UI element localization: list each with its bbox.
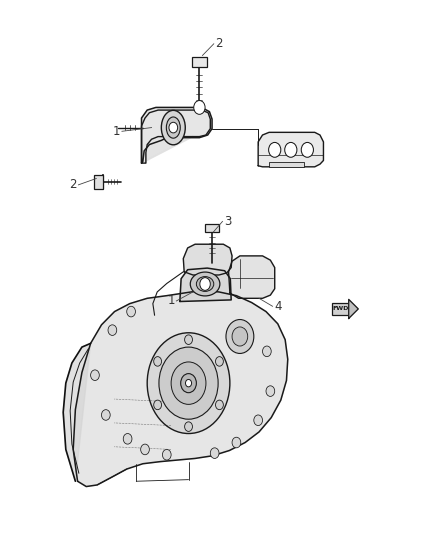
Circle shape bbox=[210, 448, 219, 458]
Ellipse shape bbox=[166, 117, 180, 138]
Polygon shape bbox=[141, 136, 193, 163]
Circle shape bbox=[268, 142, 281, 157]
Circle shape bbox=[147, 333, 230, 433]
Circle shape bbox=[262, 346, 271, 357]
Polygon shape bbox=[184, 244, 232, 275]
Text: 2: 2 bbox=[70, 179, 77, 191]
Polygon shape bbox=[63, 343, 91, 481]
Text: 1: 1 bbox=[113, 125, 120, 138]
Circle shape bbox=[232, 327, 248, 346]
Polygon shape bbox=[349, 300, 358, 318]
Text: 4: 4 bbox=[274, 300, 282, 313]
Polygon shape bbox=[141, 110, 210, 163]
Bar bbox=[191, 57, 207, 67]
Circle shape bbox=[215, 357, 223, 366]
Circle shape bbox=[141, 444, 149, 455]
Bar bbox=[332, 303, 349, 316]
Circle shape bbox=[171, 362, 206, 405]
Circle shape bbox=[123, 433, 132, 444]
Circle shape bbox=[200, 278, 210, 290]
Circle shape bbox=[285, 142, 297, 157]
Polygon shape bbox=[180, 268, 231, 302]
Polygon shape bbox=[229, 256, 275, 298]
Polygon shape bbox=[258, 132, 323, 167]
Circle shape bbox=[169, 122, 178, 133]
Text: 1: 1 bbox=[167, 294, 175, 308]
Circle shape bbox=[91, 370, 99, 381]
Circle shape bbox=[194, 101, 205, 114]
Circle shape bbox=[185, 335, 192, 344]
Circle shape bbox=[301, 142, 314, 157]
Circle shape bbox=[102, 410, 110, 420]
Circle shape bbox=[108, 325, 117, 335]
Circle shape bbox=[162, 449, 171, 460]
Bar bbox=[205, 223, 219, 232]
Text: 2: 2 bbox=[215, 37, 223, 50]
Circle shape bbox=[226, 319, 254, 353]
Ellipse shape bbox=[190, 272, 220, 296]
Text: 3: 3 bbox=[224, 215, 231, 228]
Bar bbox=[94, 175, 103, 189]
Circle shape bbox=[215, 400, 223, 410]
Circle shape bbox=[266, 386, 275, 397]
Circle shape bbox=[127, 306, 135, 317]
Circle shape bbox=[254, 415, 262, 425]
Circle shape bbox=[185, 379, 191, 387]
Circle shape bbox=[232, 437, 241, 448]
Circle shape bbox=[181, 374, 196, 393]
Text: FWD: FWD bbox=[332, 306, 349, 311]
Ellipse shape bbox=[161, 110, 185, 145]
Circle shape bbox=[185, 422, 192, 431]
Polygon shape bbox=[73, 290, 288, 487]
Bar bbox=[269, 161, 304, 167]
Ellipse shape bbox=[196, 277, 214, 292]
Circle shape bbox=[154, 400, 162, 410]
Circle shape bbox=[154, 357, 162, 366]
Polygon shape bbox=[141, 108, 212, 163]
Circle shape bbox=[159, 347, 218, 419]
